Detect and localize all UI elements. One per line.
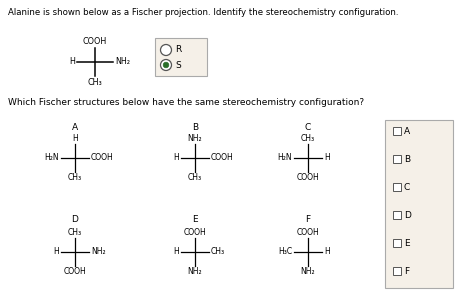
Text: S: S bbox=[175, 60, 181, 69]
Text: CH₃: CH₃ bbox=[211, 248, 225, 257]
Text: H: H bbox=[53, 248, 59, 257]
Text: NH₂: NH₂ bbox=[188, 134, 202, 143]
Text: D: D bbox=[404, 211, 411, 220]
Circle shape bbox=[163, 62, 169, 68]
Text: CH₃: CH₃ bbox=[188, 173, 202, 182]
Text: COOH: COOH bbox=[183, 228, 206, 237]
Bar bbox=[393, 267, 401, 275]
Text: NH₂: NH₂ bbox=[91, 248, 106, 257]
Text: Alanine is shown below as a Fischer projection. Identify the stereochemistry con: Alanine is shown below as a Fischer proj… bbox=[8, 8, 399, 17]
Text: C: C bbox=[404, 183, 410, 192]
Text: H₃C: H₃C bbox=[278, 248, 292, 257]
Text: NH₂: NH₂ bbox=[115, 57, 130, 66]
Bar bbox=[385, 120, 453, 288]
Circle shape bbox=[161, 45, 172, 56]
Text: H₂N: H₂N bbox=[277, 153, 292, 162]
Text: H: H bbox=[324, 248, 330, 257]
Bar bbox=[393, 127, 401, 135]
Text: E: E bbox=[192, 215, 198, 224]
Bar bbox=[393, 155, 401, 163]
Text: CH₃: CH₃ bbox=[68, 228, 82, 237]
Text: F: F bbox=[404, 267, 409, 276]
Text: H: H bbox=[173, 153, 179, 162]
Text: COOH: COOH bbox=[297, 173, 319, 182]
Text: CH₃: CH₃ bbox=[88, 78, 102, 87]
Text: A: A bbox=[404, 127, 410, 136]
Text: R: R bbox=[175, 45, 181, 54]
Text: H₂N: H₂N bbox=[45, 153, 59, 162]
Bar bbox=[393, 211, 401, 219]
Text: COOH: COOH bbox=[91, 153, 114, 162]
Text: F: F bbox=[305, 215, 310, 224]
Bar bbox=[393, 183, 401, 191]
Text: E: E bbox=[404, 239, 410, 248]
Text: CH₃: CH₃ bbox=[301, 134, 315, 143]
Text: COOH: COOH bbox=[211, 153, 234, 162]
Circle shape bbox=[161, 60, 172, 71]
Text: NH₂: NH₂ bbox=[301, 267, 315, 276]
Text: H: H bbox=[72, 134, 78, 143]
Bar bbox=[155, 38, 207, 76]
Text: H: H bbox=[324, 153, 330, 162]
Text: B: B bbox=[192, 123, 198, 132]
Text: COOH: COOH bbox=[64, 267, 86, 276]
Text: D: D bbox=[72, 215, 78, 224]
Text: COOH: COOH bbox=[297, 228, 319, 237]
Bar bbox=[393, 239, 401, 247]
Text: NH₂: NH₂ bbox=[188, 267, 202, 276]
Text: H: H bbox=[173, 248, 179, 257]
Text: B: B bbox=[404, 155, 410, 164]
Text: Which Fischer structures below have the same stereochemistry configuration?: Which Fischer structures below have the … bbox=[8, 98, 364, 107]
Text: COOH: COOH bbox=[83, 37, 107, 46]
Text: H: H bbox=[69, 57, 75, 66]
Text: CH₃: CH₃ bbox=[68, 173, 82, 182]
Text: C: C bbox=[305, 123, 311, 132]
Text: A: A bbox=[72, 123, 78, 132]
